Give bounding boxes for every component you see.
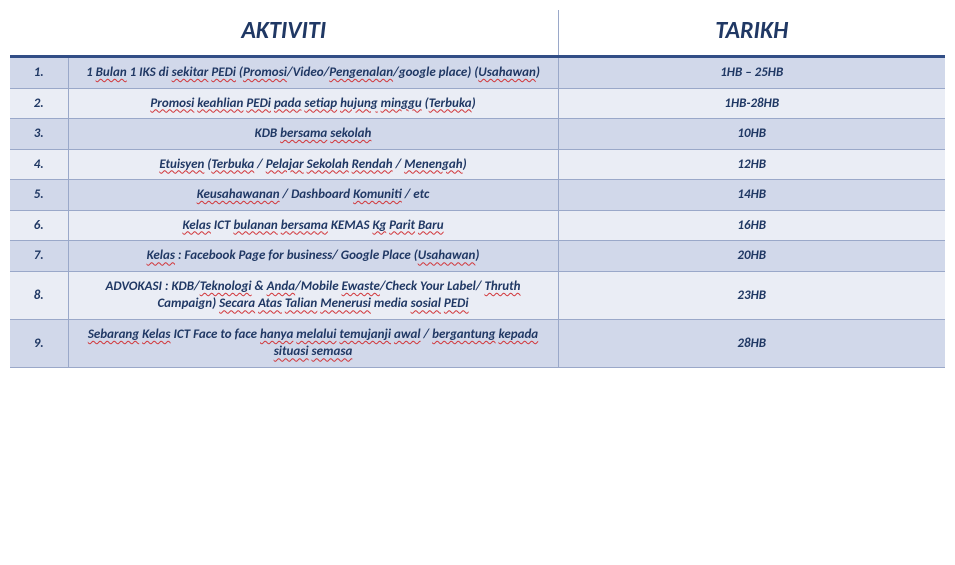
row-number: 7.	[10, 241, 68, 272]
row-activity: 1 Bulan 1 IKS di sekitar PEDi (Promosi/V…	[68, 57, 558, 89]
header-date: TARIKH	[558, 10, 945, 57]
row-activity: KDB bersama sekolah	[68, 119, 558, 150]
table-row: 2.Promosi keahlian PEDi pada setiap huju…	[10, 88, 945, 119]
row-date: 12HB	[558, 149, 945, 180]
row-activity: Kelas ICT bulanan bersama KEMAS Kg Parit…	[68, 210, 558, 241]
row-number: 9.	[10, 319, 68, 367]
table-row: 5.Keusahawanan / Dashboard Komuniti / et…	[10, 180, 945, 211]
row-number: 6.	[10, 210, 68, 241]
table-header-row: AKTIVITI TARIKH	[10, 10, 945, 57]
row-activity: Promosi keahlian PEDi pada setiap hujung…	[68, 88, 558, 119]
table-row: 3.KDB bersama sekolah10HB	[10, 119, 945, 150]
table-body: 1.1 Bulan 1 IKS di sekitar PEDi (Promosi…	[10, 57, 945, 368]
table-row: 9.Sebarang Kelas ICT Face to face hanya …	[10, 319, 945, 367]
table-row: 1.1 Bulan 1 IKS di sekitar PEDi (Promosi…	[10, 57, 945, 89]
activity-table: AKTIVITI TARIKH 1.1 Bulan 1 IKS di sekit…	[10, 10, 945, 368]
row-number: 4.	[10, 149, 68, 180]
row-date: 28HB	[558, 319, 945, 367]
row-date: 20HB	[558, 241, 945, 272]
row-date: 10HB	[558, 119, 945, 150]
activity-table-container: AKTIVITI TARIKH 1.1 Bulan 1 IKS di sekit…	[10, 10, 945, 368]
row-activity: ADVOKASI : KDB/Teknologi & Anda/Mobile E…	[68, 271, 558, 319]
row-date: 1HB – 25HB	[558, 57, 945, 89]
row-date: 23HB	[558, 271, 945, 319]
row-activity: Kelas : Facebook Page for business/ Goog…	[68, 241, 558, 272]
row-number: 3.	[10, 119, 68, 150]
row-date: 16HB	[558, 210, 945, 241]
table-row: 6.Kelas ICT bulanan bersama KEMAS Kg Par…	[10, 210, 945, 241]
row-date: 14HB	[558, 180, 945, 211]
table-row: 8.ADVOKASI : KDB/Teknologi & Anda/Mobile…	[10, 271, 945, 319]
row-number: 2.	[10, 88, 68, 119]
table-row: 7.Kelas : Facebook Page for business/ Go…	[10, 241, 945, 272]
header-activity: AKTIVITI	[10, 10, 558, 57]
row-activity: Keusahawanan / Dashboard Komuniti / etc	[68, 180, 558, 211]
row-number: 5.	[10, 180, 68, 211]
row-number: 8.	[10, 271, 68, 319]
row-activity: Sebarang Kelas ICT Face to face hanya me…	[68, 319, 558, 367]
row-number: 1.	[10, 57, 68, 89]
table-row: 4.Etuisyen (Terbuka / Pelajar Sekolah Re…	[10, 149, 945, 180]
row-date: 1HB-28HB	[558, 88, 945, 119]
row-activity: Etuisyen (Terbuka / Pelajar Sekolah Rend…	[68, 149, 558, 180]
